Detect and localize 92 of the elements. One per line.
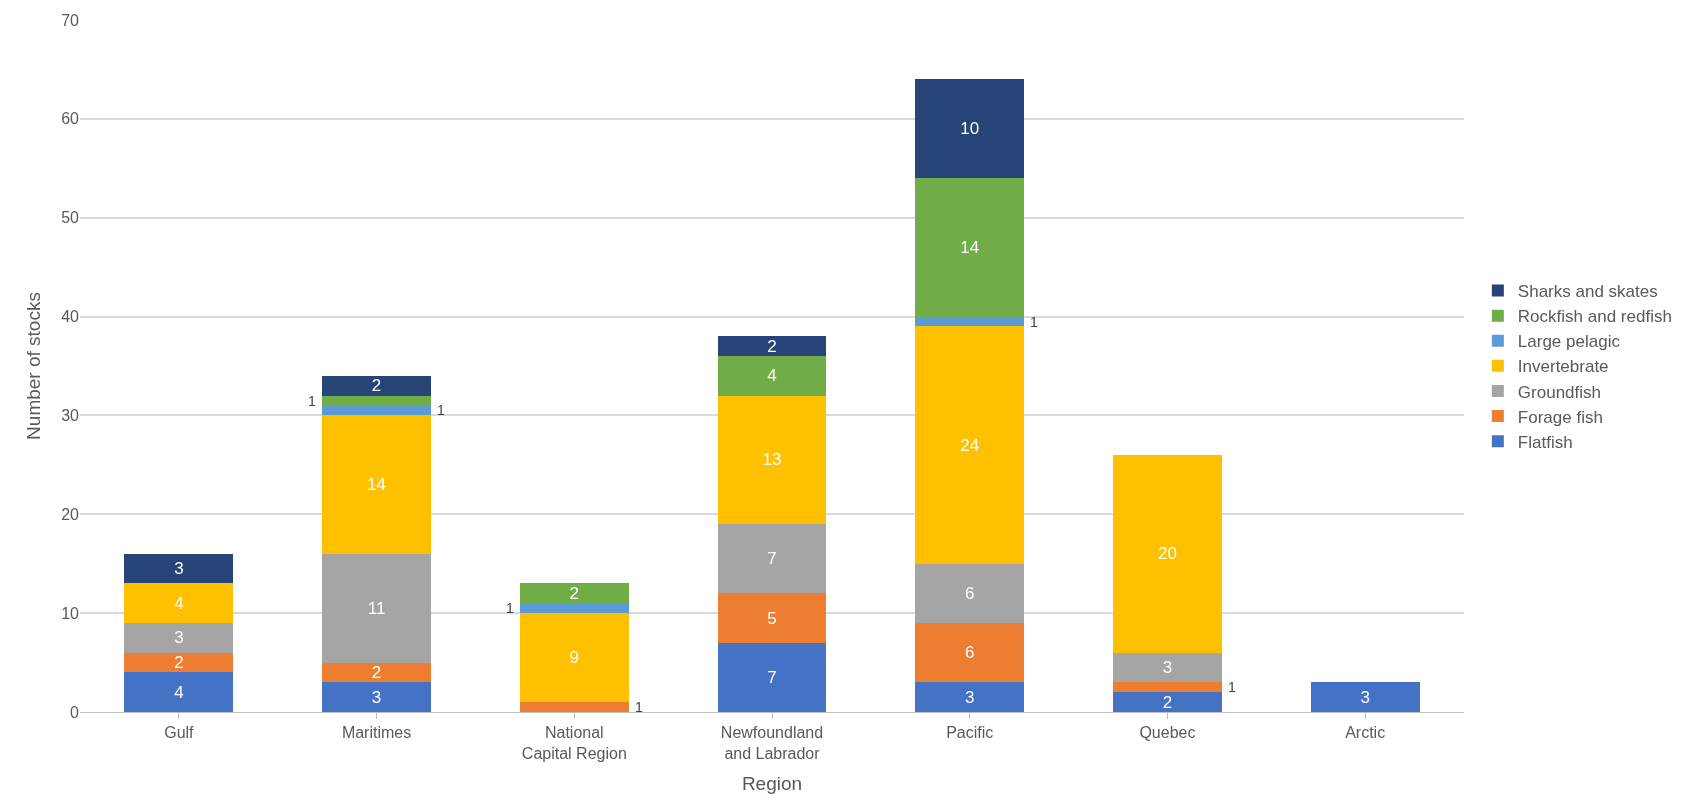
- bar: [322, 405, 431, 416]
- x-axis-title: Region: [741, 772, 803, 794]
- bar: [915, 563, 1025, 624]
- bar: [322, 553, 431, 663]
- x-tick-label: National Capital Region: [521, 724, 627, 762]
- bar: [915, 623, 1025, 683]
- y-tick-label: 60: [61, 110, 80, 128]
- y-tick-label: 70: [61, 11, 80, 29]
- bar: [1113, 652, 1222, 683]
- data-label: 1: [1228, 679, 1236, 695]
- data-label: 5: [767, 608, 777, 628]
- bar: [717, 336, 827, 357]
- y-tick-label: 20: [61, 505, 80, 523]
- bar: [915, 326, 1025, 564]
- data-label: 1: [1030, 314, 1038, 330]
- data-label: 3: [1360, 687, 1370, 707]
- bar: [322, 375, 431, 396]
- bar: [124, 583, 234, 624]
- data-label: 14: [960, 237, 980, 257]
- data-label: 20: [1157, 544, 1177, 564]
- data-label: 11: [367, 598, 386, 618]
- data-label: 3: [964, 687, 975, 707]
- y-tick-label: 0: [70, 703, 80, 721]
- bar: [915, 316, 1025, 327]
- y-tick-label: 10: [61, 604, 80, 622]
- bar: [322, 682, 431, 712]
- bar: [915, 79, 1025, 179]
- bar: [519, 613, 629, 703]
- data-label: 3: [371, 687, 382, 707]
- data-label: 3: [1162, 658, 1173, 678]
- data-label: 2: [371, 376, 382, 396]
- y-tick-label: 30: [61, 407, 80, 425]
- x-tick-label: Pacific: [946, 724, 994, 742]
- data-label: 24: [960, 435, 980, 455]
- data-label: 4: [174, 593, 184, 613]
- data-label: 4: [174, 682, 184, 702]
- data-label: 1: [635, 699, 643, 715]
- y-tick-label: 50: [61, 209, 80, 227]
- bar: [1113, 454, 1222, 653]
- data-label: 1: [437, 402, 445, 418]
- bar: [519, 603, 629, 614]
- data-label: 3: [174, 628, 184, 648]
- bar: [717, 395, 827, 525]
- x-tick-label: Maritimes: [341, 724, 412, 742]
- legend-label: Large pelagic: [1517, 332, 1621, 352]
- bar: [915, 682, 1025, 712]
- bar: [717, 356, 827, 396]
- data-label: 1: [308, 393, 316, 409]
- bar: [1113, 692, 1222, 712]
- legend-label: Rockfish and redfish: [1517, 307, 1672, 327]
- bar: [322, 662, 431, 683]
- bar: [717, 593, 827, 643]
- legend-label: Forage fish: [1517, 407, 1603, 427]
- legend-label: Invertebrate: [1517, 357, 1609, 377]
- bar: [322, 415, 431, 554]
- data-label: 3: [174, 559, 184, 579]
- data-label: 7: [767, 667, 777, 687]
- bar: [519, 702, 629, 712]
- legend-label: Sharks and skates: [1517, 282, 1658, 302]
- bar: [124, 672, 234, 712]
- bar: [124, 553, 234, 584]
- bar: [124, 623, 234, 653]
- bar: [124, 652, 234, 673]
- data-label: 1: [506, 600, 514, 616]
- y-axis-title: Number of stocks: [23, 292, 45, 440]
- data-label: 13: [762, 450, 782, 470]
- data-label: 2: [174, 653, 184, 673]
- data-label: 2: [569, 583, 580, 603]
- legend-label: Flatfish: [1517, 432, 1573, 452]
- x-tick-label: Quebec: [1139, 724, 1196, 742]
- data-label: 2: [1162, 692, 1173, 712]
- bar: [717, 524, 827, 594]
- y-tick-label: 40: [61, 308, 80, 326]
- data-label: 6: [964, 583, 975, 603]
- legend-label: Groundfish: [1517, 382, 1602, 402]
- bar: [915, 178, 1025, 317]
- data-label: 7: [767, 549, 777, 569]
- data-label: 14: [367, 475, 387, 495]
- data-label: 10: [960, 119, 980, 139]
- data-label: 2: [371, 662, 382, 682]
- bar: [1310, 682, 1420, 712]
- x-tick-label: Newfoundland and Labrador: [720, 724, 824, 762]
- data-label: 4: [767, 366, 777, 386]
- bar: [322, 395, 431, 406]
- x-tick-label: Arctic: [1345, 724, 1386, 742]
- data-label: 2: [767, 336, 777, 356]
- data-label: 6: [964, 643, 975, 663]
- bar: [717, 642, 827, 712]
- data-label: 9: [569, 648, 580, 668]
- bar: [519, 583, 629, 604]
- x-tick-label: Gulf: [164, 724, 195, 742]
- bar: [1113, 682, 1222, 693]
